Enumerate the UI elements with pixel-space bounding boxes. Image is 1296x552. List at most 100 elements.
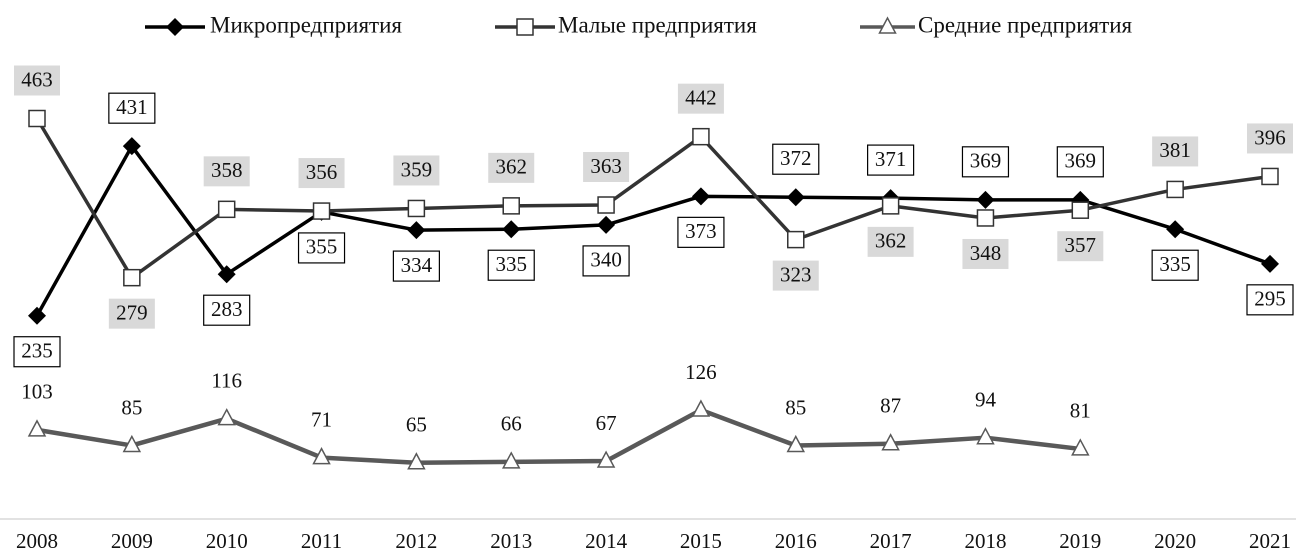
data-label: 371 [875, 147, 907, 171]
point [28, 306, 46, 325]
data-label: 362 [495, 155, 527, 179]
data-label-box [772, 260, 819, 291]
data-label-box [203, 294, 251, 326]
data-label: 295 [1254, 287, 1286, 311]
point [597, 215, 616, 234]
data-label-box [297, 232, 346, 264]
data-label: 355 [306, 235, 338, 259]
data-label-box [1151, 249, 1199, 281]
point [501, 451, 521, 469]
data-label: 87 [880, 394, 901, 418]
data-label-box [13, 336, 61, 368]
data-label: 381 [1159, 138, 1191, 162]
data-label-box [677, 83, 724, 114]
data-label: 81 [1070, 399, 1091, 423]
point [407, 199, 426, 218]
data-label: 116 [211, 368, 242, 392]
data-label-box [108, 92, 156, 124]
point [217, 200, 236, 219]
x-tick-label: 2021 [1249, 529, 1291, 552]
point [786, 434, 806, 453]
point [1261, 167, 1279, 186]
point [976, 209, 995, 227]
data-label-box [487, 249, 535, 281]
x-tick-label: 2008 [16, 529, 58, 552]
data-label: 359 [401, 157, 433, 181]
x-tick-label: 2013 [490, 529, 532, 552]
legend-label: Средние предприятия [918, 12, 1132, 37]
point [502, 197, 520, 215]
data-label: 283 [211, 297, 243, 321]
data-label: 363 [590, 154, 622, 178]
data-label: 67 [596, 411, 617, 435]
point [122, 137, 141, 156]
data-label: 279 [116, 300, 148, 324]
data-label-box [1057, 231, 1104, 262]
point [881, 433, 900, 451]
data-label-box [582, 245, 630, 277]
data-label: 463 [21, 67, 53, 91]
data-label: 335 [1159, 252, 1191, 276]
point [407, 221, 426, 240]
data-label-box [108, 298, 155, 329]
data-label: 126 [685, 360, 717, 384]
point [597, 196, 615, 214]
data-label-box [772, 143, 820, 175]
data-label: 334 [401, 253, 433, 277]
data-label-box [1246, 284, 1294, 316]
data-label-box [1056, 146, 1104, 178]
data-label-box [393, 155, 440, 186]
legend-marker [166, 18, 184, 36]
point [217, 265, 236, 284]
point [691, 399, 711, 417]
data-label-box [677, 216, 725, 248]
point [407, 452, 426, 470]
data-label-box [1152, 136, 1199, 167]
legend-label: Микропредприятия [210, 12, 402, 37]
x-tick-label: 2014 [585, 529, 628, 552]
data-label: 358 [211, 158, 243, 182]
point [122, 434, 142, 453]
point [1261, 254, 1279, 273]
point [596, 450, 616, 468]
point [691, 187, 710, 206]
legend-marker [516, 18, 534, 36]
data-label-box [488, 152, 535, 183]
data-label-box [14, 65, 60, 96]
data-label: 356 [306, 160, 338, 184]
series-line [36, 407, 1081, 466]
data-label: 335 [495, 252, 527, 276]
point [1166, 220, 1185, 239]
data-label-box [583, 152, 630, 183]
x-tick-label: 2011 [301, 529, 342, 552]
x-tick-label: 2015 [680, 529, 722, 552]
data-label: 85 [785, 395, 806, 419]
data-label-box [867, 144, 915, 176]
point [881, 197, 900, 215]
point [502, 220, 521, 239]
point [786, 188, 805, 207]
data-label-box [1247, 123, 1293, 154]
point [1071, 201, 1090, 219]
data-label: 66 [501, 412, 522, 436]
data-label: 94 [975, 388, 997, 412]
data-label: 323 [780, 262, 812, 286]
data-label: 431 [116, 95, 148, 119]
x-tick-label: 2019 [1059, 529, 1101, 552]
data-label: 442 [685, 85, 717, 109]
x-tick-label: 2018 [964, 529, 1006, 552]
data-label: 396 [1254, 125, 1286, 149]
data-label: 71 [311, 407, 332, 431]
point [312, 446, 331, 465]
x-tick-label: 2010 [206, 529, 248, 552]
point [28, 109, 46, 128]
data-label-box [867, 226, 914, 257]
data-label: 348 [970, 241, 1002, 265]
point [312, 202, 331, 220]
data-label: 340 [590, 248, 622, 272]
data-label-box [962, 238, 1009, 269]
point [27, 419, 47, 437]
data-label: 103 [21, 380, 53, 404]
x-tick-label: 2009 [111, 529, 153, 552]
